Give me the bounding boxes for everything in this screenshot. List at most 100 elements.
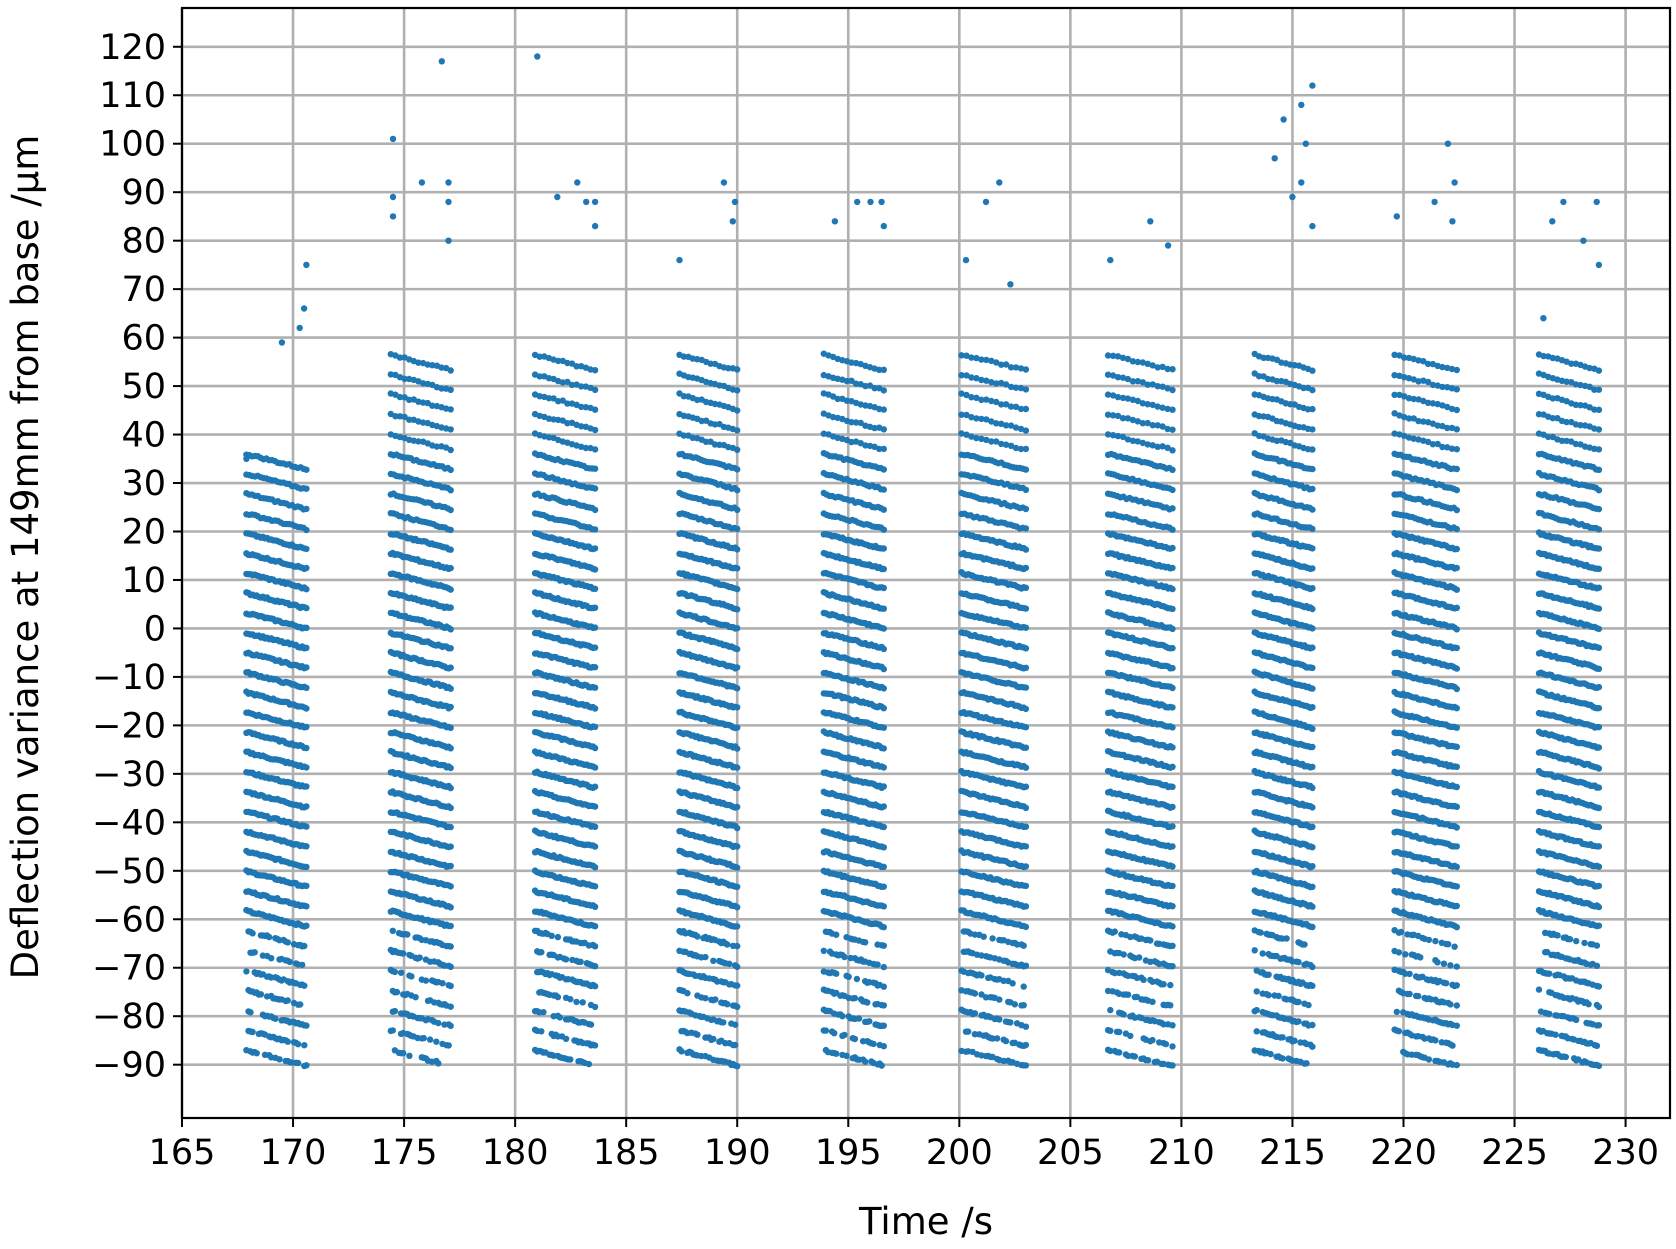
data-point — [391, 968, 399, 976]
data-point — [445, 179, 452, 186]
data-point — [591, 446, 599, 453]
data-point — [447, 963, 454, 970]
data-point — [853, 975, 861, 983]
data-point — [538, 949, 545, 956]
data-point — [591, 585, 599, 592]
data-point — [734, 546, 741, 553]
data-point — [720, 179, 728, 186]
data-point — [694, 933, 701, 940]
data-point — [591, 923, 599, 930]
data-point — [574, 179, 581, 186]
data-point — [880, 565, 887, 573]
data-point — [591, 222, 599, 230]
data-point — [297, 1001, 304, 1008]
data-point — [726, 960, 733, 967]
data-point — [720, 1019, 727, 1026]
data-point — [678, 1048, 685, 1055]
data-point — [971, 1010, 979, 1017]
data-point — [841, 1031, 848, 1039]
data-point — [562, 956, 570, 963]
data-point — [1007, 1019, 1014, 1026]
data-point — [734, 487, 741, 494]
data-point — [447, 367, 454, 374]
data-point — [554, 193, 561, 201]
data-point — [831, 1030, 838, 1037]
data-point — [880, 426, 887, 433]
data-point — [447, 546, 454, 553]
data-point — [303, 684, 310, 691]
data-point — [257, 991, 265, 998]
data-point — [854, 198, 861, 206]
data-point — [965, 1028, 972, 1035]
data-point — [567, 996, 574, 1003]
data-point — [591, 744, 599, 752]
data-point — [591, 723, 599, 731]
data-point — [880, 466, 887, 473]
data-point — [538, 1028, 545, 1035]
data-point — [734, 664, 741, 671]
data-point — [734, 745, 741, 752]
data-point — [301, 1042, 308, 1049]
data-point — [303, 764, 310, 771]
data-point — [591, 983, 599, 990]
data-point — [880, 883, 887, 890]
data-point — [734, 724, 741, 731]
data-point — [731, 198, 739, 206]
data-point — [447, 426, 454, 433]
data-point — [734, 525, 741, 532]
data-point — [447, 626, 454, 633]
data-point — [880, 705, 887, 712]
data-point — [577, 958, 584, 965]
data-point — [880, 222, 887, 230]
data-point — [303, 545, 310, 553]
data-point — [880, 1002, 887, 1009]
data-point — [880, 685, 887, 692]
data-point — [734, 506, 741, 513]
data-point — [1022, 1041, 1030, 1049]
data-point — [734, 366, 741, 373]
data-point — [303, 586, 310, 593]
data-point — [303, 624, 310, 631]
data-point — [1022, 863, 1030, 870]
data-point — [447, 526, 454, 534]
data-point — [734, 864, 741, 871]
data-point — [862, 939, 869, 946]
data-point — [880, 924, 887, 931]
data-point — [591, 624, 599, 631]
data-point — [996, 1016, 1003, 1023]
data-point — [579, 999, 586, 1006]
data-point — [447, 685, 454, 692]
data-point — [303, 922, 310, 929]
data-point — [562, 1035, 570, 1043]
data-point — [724, 1001, 731, 1008]
data-point — [880, 903, 887, 910]
data-point — [447, 406, 454, 413]
data-point — [268, 955, 275, 962]
data-point — [734, 645, 741, 653]
data-point — [447, 586, 454, 593]
data-point — [880, 406, 887, 413]
data-point — [734, 942, 741, 950]
data-point — [447, 1003, 454, 1010]
data-point — [447, 883, 454, 890]
data-point — [303, 664, 310, 671]
data-point — [833, 970, 840, 977]
data-point — [880, 1043, 887, 1050]
data-point — [278, 339, 286, 346]
data-point — [447, 943, 454, 950]
data-point — [702, 953, 709, 961]
data-point — [294, 1059, 302, 1067]
data-point — [880, 645, 887, 653]
data-point — [422, 977, 430, 984]
data-point — [591, 864, 599, 871]
data-point — [734, 883, 741, 890]
data-point — [435, 1019, 442, 1027]
data-point — [303, 863, 310, 871]
data-point — [676, 256, 683, 264]
data-point — [591, 823, 599, 830]
data-point — [820, 947, 827, 954]
data-point — [734, 923, 741, 930]
data-point — [710, 957, 717, 964]
data-point — [1022, 804, 1030, 812]
